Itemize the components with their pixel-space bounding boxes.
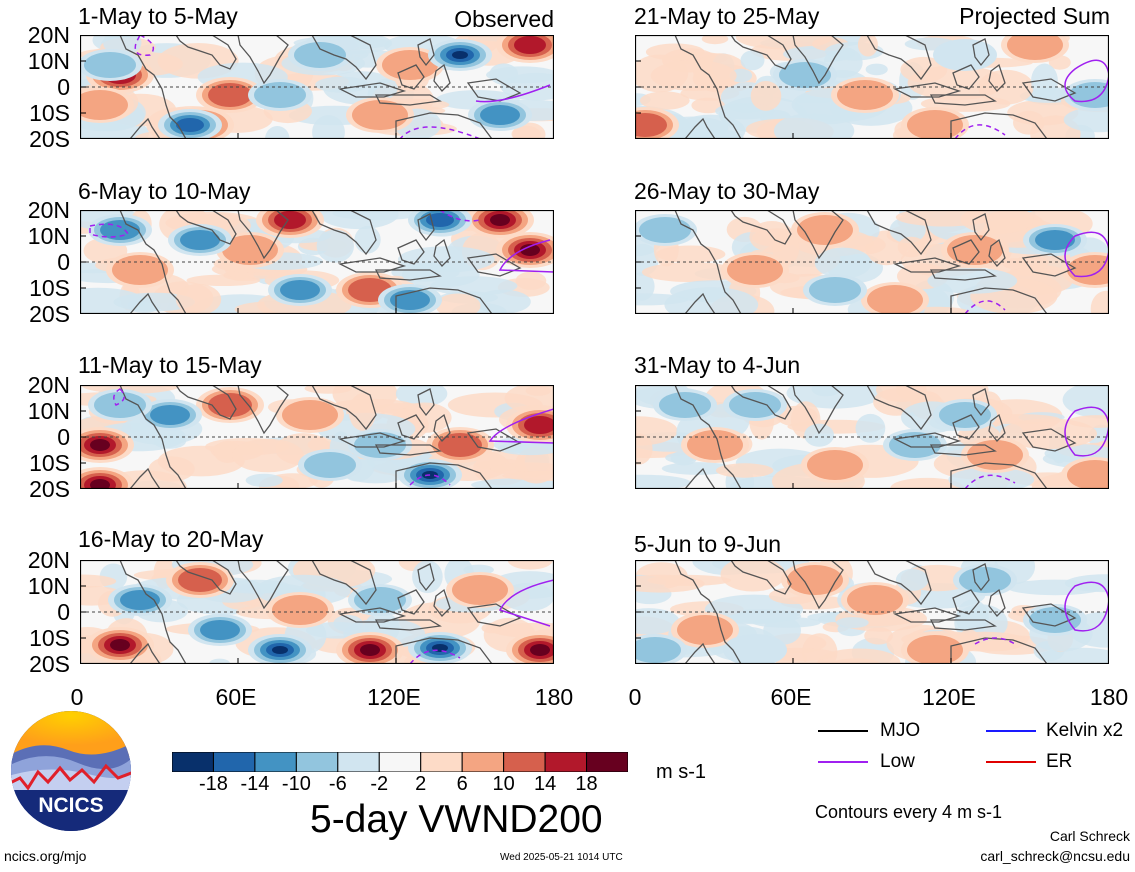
colorbar-swatch: [544, 752, 588, 772]
panel-title: 26-May to 30-May: [634, 178, 820, 204]
colorbar-swatch: [461, 752, 505, 772]
observed-label: Observed: [454, 6, 554, 32]
legend-line-low: [818, 761, 868, 763]
lon-tick-label: 60E: [215, 684, 257, 710]
colorbar-tick-label: -18: [199, 773, 228, 795]
colorbar-swatch: [254, 752, 297, 772]
legend-label-low: Low: [880, 751, 915, 772]
colorbar-tick-label: -6: [328, 773, 347, 795]
map-panel: [635, 385, 1109, 489]
source-url[interactable]: ncics.org/mjo: [4, 848, 87, 864]
lat-tick-label: 0: [57, 424, 70, 450]
lat-tick-label: 0: [57, 249, 70, 275]
colorbar-swatch: [295, 752, 339, 772]
colorbar-tick-label: -10: [281, 773, 311, 795]
lat-tick-label: 20N: [27, 197, 70, 223]
lat-tick-label: 10N: [27, 223, 70, 249]
panel-title: 16-May to 20-May: [78, 526, 264, 552]
legend-label-kelvin: Kelvin x2: [1046, 720, 1124, 741]
lat-tick-label: 20N: [27, 22, 70, 48]
legend-label-er: ER: [1046, 751, 1073, 772]
lon-tick-label: 120E: [367, 684, 421, 710]
colorbar-tick-label: 18: [575, 773, 598, 795]
lat-tick-label: 0: [57, 599, 70, 625]
lon-tick-label: 0: [628, 684, 642, 710]
map-panel: [635, 35, 1109, 139]
legend-label-mjo: MJO: [880, 720, 921, 741]
legend-line-mjo: [818, 730, 868, 732]
lat-tick-label: 20N: [27, 372, 70, 398]
timestamp: Wed 2025-05-21 1014 UTC: [500, 852, 623, 863]
panel-title: 6-May to 10-May: [78, 178, 251, 204]
map-panel: [635, 210, 1109, 314]
colorbar-swatch: [420, 752, 463, 772]
logo-text: NCICS: [38, 794, 103, 817]
colorbar: [172, 752, 628, 772]
lon-tick-label: 180: [534, 684, 574, 710]
map-panel: [80, 35, 554, 139]
legend-line-er: [986, 761, 1036, 763]
lat-tick-label: 10S: [29, 625, 70, 651]
panel-title: 5-Jun to 9-Jun: [634, 531, 782, 557]
colorbar-tick-label: 10: [492, 773, 515, 795]
colorbar-tick-label: 6: [456, 773, 468, 795]
colorbar-swatch: [212, 752, 256, 772]
contour-note: Contours every 4 m s-1: [815, 802, 1003, 822]
lat-tick-label: 10N: [27, 398, 70, 424]
colorbar-swatch: [172, 752, 214, 772]
panel-title: 1-May to 5-May: [78, 3, 238, 29]
colorbar-swatch: [337, 752, 380, 772]
map-panel: [80, 385, 554, 489]
colorbar-tick-label: 14: [533, 773, 557, 795]
lon-tick-label: 60E: [770, 684, 812, 710]
lat-tick-label: 20S: [29, 301, 70, 327]
units-label: m s-1: [656, 761, 706, 783]
chart-title: 5-day VWND200: [310, 798, 603, 841]
lat-tick-label: 20S: [29, 126, 70, 152]
lat-tick-label: 10S: [29, 275, 70, 301]
colorbar-swatch: [503, 752, 546, 772]
map-panel: [80, 560, 554, 664]
author-email[interactable]: carl_schreck@ncsu.edu: [980, 848, 1130, 864]
lon-tick-label: 120E: [922, 684, 976, 710]
colorbar-tick-label: 2: [415, 773, 427, 795]
lon-tick-label: 0: [70, 684, 84, 710]
lat-tick-label: 10S: [29, 450, 70, 476]
lat-tick-label: 20S: [29, 651, 70, 677]
panel-title: 11-May to 15-May: [78, 352, 262, 378]
lat-tick-label: 10N: [27, 573, 70, 599]
legend-line-kelvin: [986, 730, 1036, 732]
author: Carl Schreck: [1049, 828, 1130, 844]
projected-label: Projected Sum: [959, 3, 1110, 29]
colorbar-tick-label: -14: [240, 773, 270, 795]
map-panel: [80, 210, 554, 314]
lon-tick-label: 180: [1089, 684, 1129, 710]
colorbar-tick-label: -2: [370, 773, 389, 795]
colorbar-swatch: [378, 752, 422, 772]
panel-title: 21-May to 25-May: [634, 3, 820, 29]
ncics-logo: NCICS: [11, 711, 131, 831]
lat-tick-label: 10N: [27, 48, 70, 74]
lat-tick-label: 20N: [27, 547, 70, 573]
map-panel: [635, 560, 1109, 664]
lat-tick-label: 20S: [29, 476, 70, 502]
lat-tick-label: 10S: [29, 100, 70, 126]
panel-title: 31-May to 4-Jun: [634, 352, 801, 378]
lat-tick-label: 0: [57, 74, 70, 100]
colorbar-swatch: [586, 752, 628, 772]
